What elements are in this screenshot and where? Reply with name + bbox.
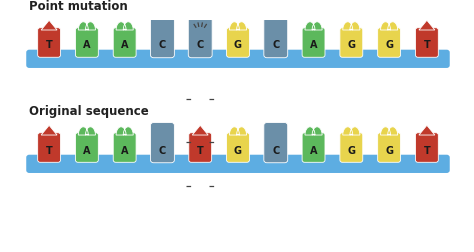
FancyBboxPatch shape: [26, 50, 450, 69]
FancyBboxPatch shape: [188, 18, 212, 58]
FancyBboxPatch shape: [378, 28, 401, 58]
Text: T: T: [46, 40, 53, 50]
FancyBboxPatch shape: [151, 18, 174, 58]
Text: A: A: [310, 40, 317, 50]
FancyBboxPatch shape: [415, 133, 438, 163]
FancyBboxPatch shape: [227, 28, 249, 58]
Text: A: A: [83, 40, 91, 50]
FancyBboxPatch shape: [37, 28, 61, 58]
Text: Original sequence: Original sequence: [29, 105, 149, 118]
FancyBboxPatch shape: [340, 28, 363, 58]
Text: T: T: [423, 40, 430, 50]
Text: C: C: [159, 40, 166, 50]
Polygon shape: [381, 127, 398, 136]
Text: C: C: [197, 40, 204, 50]
Text: T: T: [197, 145, 204, 155]
Polygon shape: [419, 21, 435, 31]
Text: G: G: [385, 145, 393, 155]
FancyBboxPatch shape: [151, 123, 174, 163]
Text: T: T: [46, 145, 53, 155]
FancyBboxPatch shape: [264, 18, 288, 58]
FancyBboxPatch shape: [302, 133, 325, 163]
Text: G: G: [347, 40, 356, 50]
FancyBboxPatch shape: [26, 155, 450, 173]
FancyBboxPatch shape: [113, 133, 136, 163]
FancyBboxPatch shape: [227, 133, 249, 163]
Polygon shape: [305, 23, 322, 31]
Polygon shape: [116, 23, 133, 31]
FancyBboxPatch shape: [75, 28, 98, 58]
Polygon shape: [343, 23, 360, 31]
Text: C: C: [159, 145, 166, 155]
Polygon shape: [78, 127, 95, 136]
Text: G: G: [347, 145, 356, 155]
Polygon shape: [78, 23, 95, 31]
Text: G: G: [234, 145, 242, 155]
Text: A: A: [121, 40, 128, 50]
Text: T: T: [423, 145, 430, 155]
Text: C: C: [272, 40, 279, 50]
Text: A: A: [310, 145, 317, 155]
FancyBboxPatch shape: [37, 133, 61, 163]
FancyBboxPatch shape: [113, 28, 136, 58]
Polygon shape: [116, 127, 133, 136]
Polygon shape: [343, 127, 360, 136]
Text: G: G: [385, 40, 393, 50]
FancyBboxPatch shape: [75, 133, 98, 163]
FancyBboxPatch shape: [189, 133, 212, 163]
FancyBboxPatch shape: [302, 28, 325, 58]
Polygon shape: [192, 126, 208, 136]
Polygon shape: [305, 127, 322, 136]
Text: C: C: [272, 145, 279, 155]
Text: G: G: [234, 40, 242, 50]
Polygon shape: [41, 126, 57, 136]
Polygon shape: [419, 126, 435, 136]
Polygon shape: [41, 21, 57, 31]
Text: Point mutation: Point mutation: [29, 0, 128, 13]
Polygon shape: [229, 23, 246, 31]
FancyBboxPatch shape: [378, 133, 401, 163]
FancyBboxPatch shape: [264, 123, 288, 163]
FancyBboxPatch shape: [340, 133, 363, 163]
FancyBboxPatch shape: [415, 28, 438, 58]
Polygon shape: [381, 23, 398, 31]
Polygon shape: [229, 127, 246, 136]
Text: A: A: [121, 145, 128, 155]
Text: A: A: [83, 145, 91, 155]
